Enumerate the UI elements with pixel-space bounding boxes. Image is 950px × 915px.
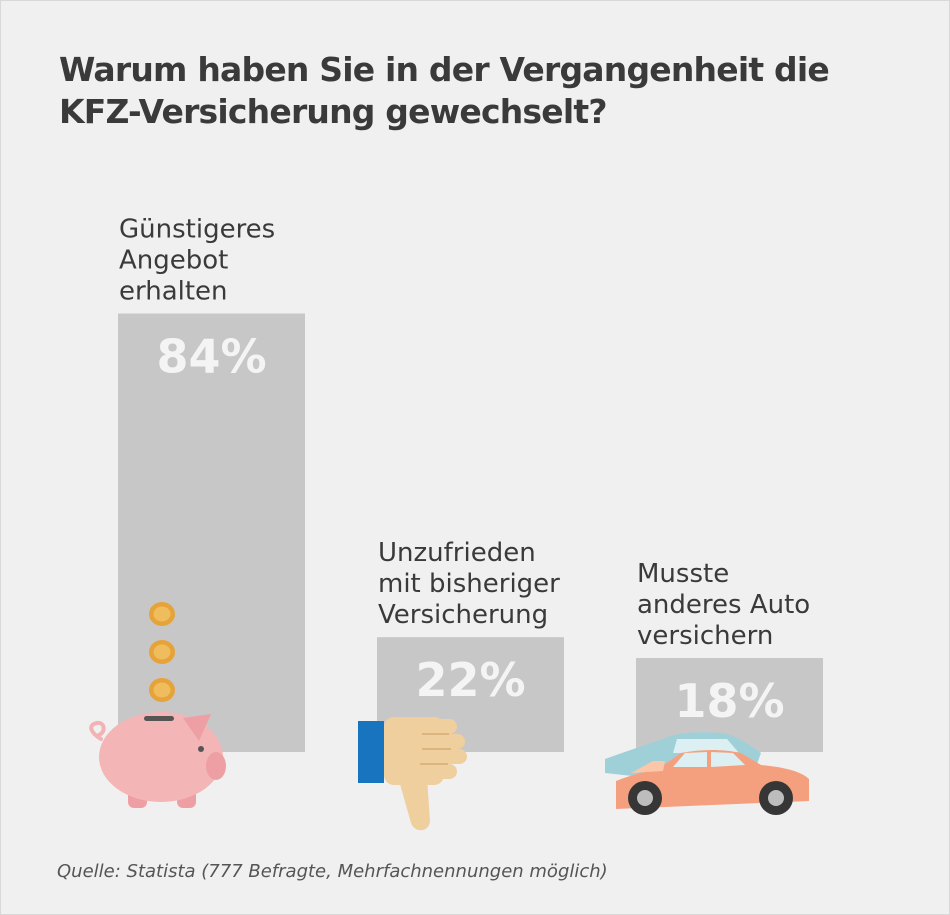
chart-title-line-1: Warum haben Sie in der Vergangenheit die <box>59 50 830 89</box>
category-label-2: Unzufrieden mit bisheriger Versicherung <box>378 538 560 630</box>
category-label-line: Günstigeres <box>119 215 275 245</box>
piggy-bank-icon <box>89 712 226 808</box>
category-label-line: Angebot <box>119 246 228 276</box>
chart-title: Warum haben Sie in der Vergangenheit die… <box>59 49 879 133</box>
category-label-line: Versicherung <box>378 600 548 630</box>
labels-layer: 84% Günstigeres Angebot erhalten 22% Unzufrie… <box>119 215 810 729</box>
coin-icon <box>149 678 175 702</box>
category-label-1: Günstigeres Angebot erhalten <box>119 215 275 307</box>
category-label-line: Musste <box>637 559 729 589</box>
value-label-3: 18% <box>674 674 784 728</box>
value-label-1: 84% <box>156 330 266 384</box>
value-label-2: 22% <box>415 653 525 707</box>
chart-title-line-2: KFZ-Versicherung gewechselt? <box>59 92 608 131</box>
category-label-3: Musste anderes Auto versichern <box>637 559 810 651</box>
bar-1 <box>118 313 305 752</box>
category-label-line: erhalten <box>119 277 228 307</box>
coin-icon <box>149 602 175 626</box>
coin-icon <box>149 640 175 664</box>
category-label-line: mit bisheriger <box>378 569 560 599</box>
category-label-line: Unzufrieden <box>378 538 536 568</box>
category-label-line: versichern <box>637 621 773 651</box>
source-note: Quelle: Statista (777 Befragte, Mehrfach… <box>57 861 608 882</box>
car-icon <box>605 732 809 815</box>
category-label-line: anderes Auto <box>637 590 810 620</box>
thumbs-down-icon <box>358 717 467 831</box>
